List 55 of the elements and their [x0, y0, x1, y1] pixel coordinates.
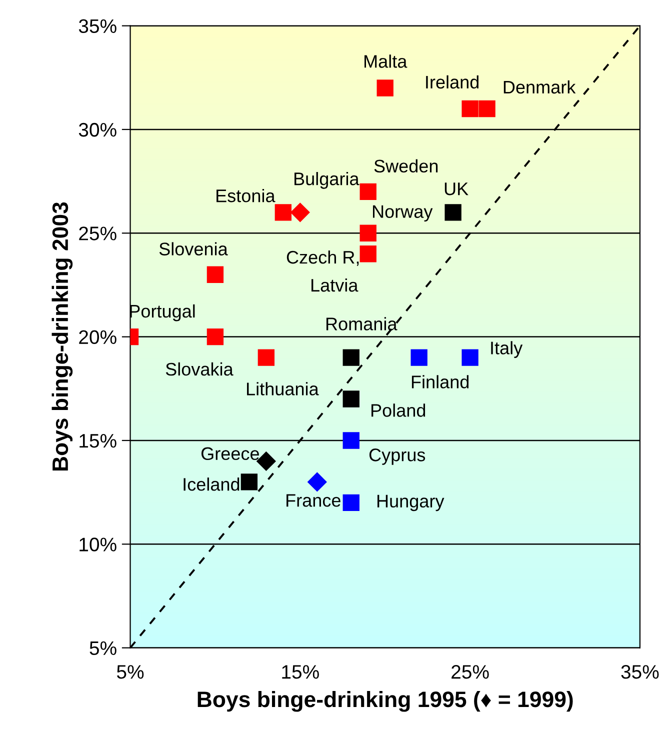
annotation: Finland [412, 375, 469, 388]
annotation: Cyprus [369, 448, 426, 465]
annotation: Estonia [216, 188, 276, 202]
annotation: UK [444, 182, 468, 196]
point [410, 349, 428, 366]
annotation: Lithuania [247, 382, 319, 396]
annotation: Czech R, [286, 250, 359, 266]
point [240, 474, 258, 490]
point [206, 266, 224, 283]
annotation: Sweden [374, 159, 438, 173]
point [342, 349, 360, 366]
point [206, 328, 224, 346]
annotation: Hungary [377, 494, 444, 512]
point [360, 246, 376, 262]
point [342, 390, 360, 408]
annotation: France [286, 494, 340, 507]
point [258, 349, 275, 366]
y-axis-title: Boys binge-drinking 2003 [52, 202, 73, 471]
y-tick-label: 25% [79, 226, 116, 240]
point [342, 494, 360, 512]
annotation: Greece [201, 447, 259, 460]
x-tick-label: 25% [452, 665, 489, 679]
point [462, 349, 478, 366]
annotation: Ireland [426, 75, 478, 89]
point [462, 100, 478, 118]
annotation: Latvia [312, 278, 358, 292]
y-tick-label: 35% [78, 19, 116, 34]
y-tick-label: 5% [90, 641, 116, 656]
x-tick-label: 15% [282, 665, 319, 679]
annotation: Denmark [504, 80, 576, 94]
point [308, 472, 327, 492]
annotation: Malta [364, 54, 408, 68]
annotation: Poland [371, 404, 426, 417]
point [290, 202, 310, 222]
annotation: Slovenia [159, 242, 228, 256]
annotation: Slovakia [166, 362, 234, 376]
x-axis-title: Boys binge-drinking 1995 (♦ = 1999) [198, 690, 573, 712]
point [376, 80, 394, 96]
point [360, 224, 376, 242]
annotation: Iceland [184, 478, 240, 491]
y-tick-label: 30% [78, 122, 116, 137]
y-tick-label: 20% [79, 330, 116, 344]
annotation: Norway [372, 205, 433, 222]
y-tick-label: 10% [80, 538, 116, 552]
x-tick-label: 5% [116, 665, 144, 679]
annotation: Romania [326, 317, 398, 330]
annotation: Italy [491, 341, 523, 358]
point [342, 432, 360, 449]
y-tick-label: 15% [80, 434, 116, 448]
point [274, 204, 292, 221]
point [444, 204, 462, 221]
x-tick-label: 35% [621, 665, 659, 679]
annotation: Bulgaria [294, 172, 360, 189]
point [478, 100, 496, 118]
point [360, 183, 376, 200]
